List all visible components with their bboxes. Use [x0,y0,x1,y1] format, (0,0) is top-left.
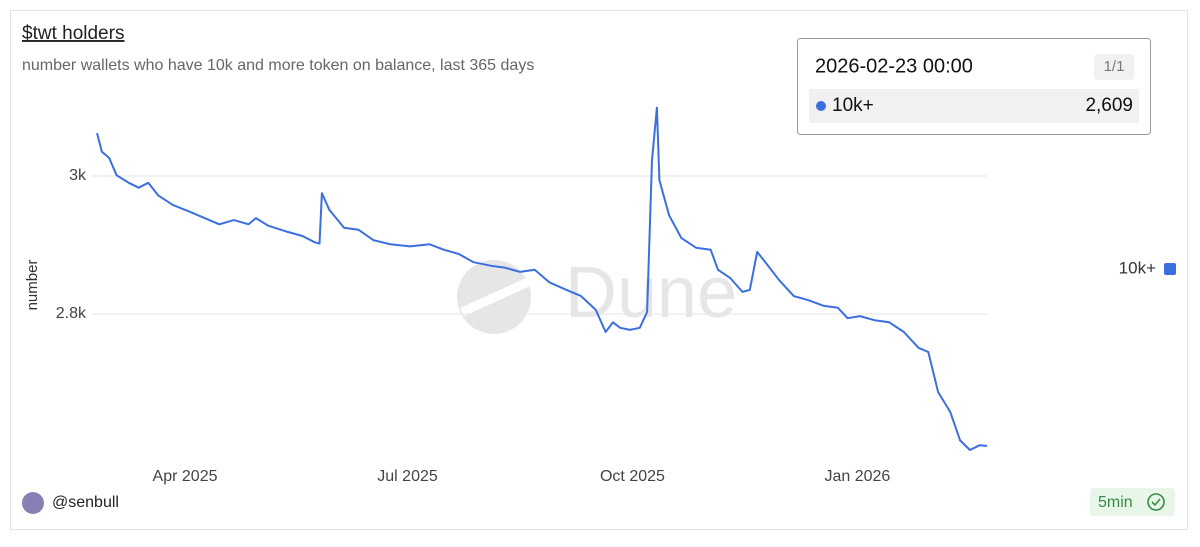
x-tick-label: Jan 2026 [824,468,890,485]
chart-subtitle: number wallets who have 10k and more tok… [22,57,534,74]
author-avatar[interactable] [22,492,44,514]
tooltip-row-bg [809,89,1139,123]
watermark-text: Dune [565,253,737,333]
tooltip-page: 1/1 [1104,58,1125,75]
data-line [96,106,988,451]
tooltip-page-bg [1094,54,1134,80]
author[interactable]: @senbull [52,494,119,511]
tooltip-date: 2026-02-23 00:00 [815,55,973,77]
legend-label: 10k+ [1119,258,1156,277]
y-tick-label: 3k [69,167,87,184]
refresh-check [1151,498,1161,507]
x-tick-label: Apr 2025 [153,468,218,485]
footer: @senbull 5min [22,488,1175,516]
y-axis-label: number [24,260,41,311]
watermark-logo-cut [460,277,530,317]
plot-area: 2.8k 3k Apr 2025 Jul 2025 Oct 2025 Jan 2026 10… [56,106,1176,485]
tooltip: 2026-02-23 00:00 1/1 10k+ 2,609 [797,38,1151,135]
refresh-label: 5min [1098,494,1133,511]
x-tick-label: Jul 2025 [377,468,438,485]
y-tick-label: 2.8k [56,305,87,322]
tooltip-value: 2,609 [1085,95,1133,116]
refresh-icon [1147,493,1165,511]
tooltip-series: 10k+ [832,95,874,116]
x-tick-label: Oct 2025 [600,468,665,485]
tooltip-swatch [816,101,826,111]
chart-title[interactable]: $twt holders [22,23,124,44]
watermark: Dune [457,253,737,334]
legend-swatch [1164,263,1176,275]
